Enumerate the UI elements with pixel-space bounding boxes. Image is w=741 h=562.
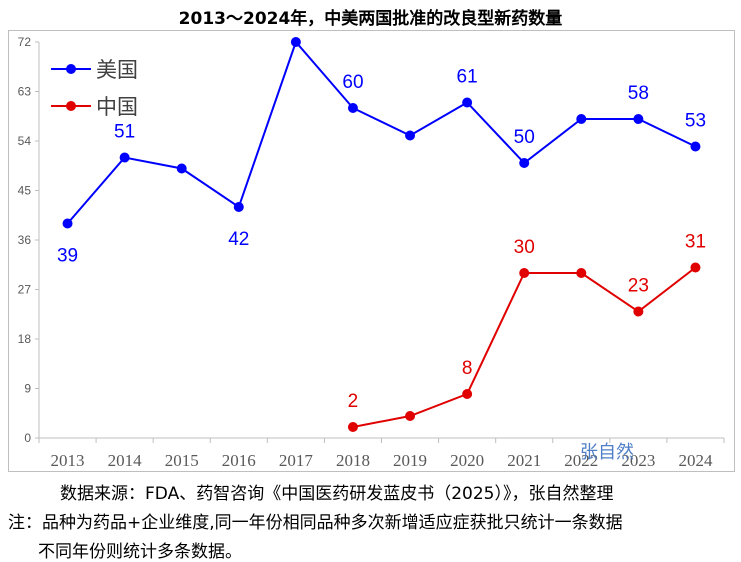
data-point: [633, 306, 644, 317]
chart-frame: 0 9 18 27 36 45 54 63 72 2013 2014 2015 2016 2017 2018…: [8, 30, 735, 472]
legend-entry: 美国: [96, 58, 138, 82]
data-label: 39: [57, 246, 78, 267]
y-tick-label: 36: [18, 233, 32, 247]
data-point: [576, 268, 587, 278]
y-tick-label: 45: [18, 184, 32, 198]
x-tick-label: 2016: [222, 451, 256, 470]
data-label: 61: [457, 67, 478, 88]
source-note: 数据来源：FDA、药智咨询《中国医药研发蓝皮书（2025）》，张自然整理: [60, 484, 614, 504]
x-tick-label: 2023: [621, 451, 655, 470]
data-point: [690, 262, 701, 273]
data-point: [690, 141, 701, 152]
x-tick-label: 2015: [165, 451, 199, 470]
y-tick-label: 54: [18, 134, 32, 148]
y-tick-label: 18: [18, 332, 32, 346]
data-point: [633, 114, 644, 124]
data-point: [119, 152, 130, 163]
data-label: 8: [462, 358, 473, 379]
legend-entry: 中国: [96, 95, 138, 119]
data-label: 51: [114, 122, 135, 143]
x-tick-label: 2013: [51, 451, 85, 470]
data-point: [462, 97, 473, 108]
x-tick-label: 2014: [108, 451, 143, 470]
data-label: 50: [514, 127, 535, 148]
data-label: 53: [685, 111, 706, 132]
watermark: 张自然: [580, 442, 634, 463]
y-tick-label: 63: [18, 85, 32, 99]
footnote-line-1: 注：品种为药品+企业维度,同一年份相同品种多次新增适应症获批只统计一条数据: [8, 513, 623, 533]
x-tick-label: 2020: [450, 451, 484, 470]
data-point: [405, 130, 416, 141]
chart-title: 2013～2024年，中美两国批准的改良型新药数量: [178, 9, 563, 29]
x-tick-label: 2017: [279, 451, 314, 470]
series-line-usa: [66, 40, 696, 225]
x-tick-label: 2022: [564, 451, 598, 470]
y-tick-label: 27: [18, 283, 32, 297]
data-point: [405, 411, 416, 421]
data-label: 58: [628, 83, 649, 104]
footnote-line-2: 不同年份则统计多条数据。: [38, 542, 242, 562]
data-label: 30: [514, 237, 535, 258]
y-tick-label: 72: [18, 35, 32, 49]
data-point: [176, 163, 187, 174]
data-point: [519, 268, 530, 278]
line-chart: 0 9 18 27 36 45 54 63 72 2013 2014 2015 2016 2017 2018…: [18, 35, 725, 470]
legend-marker: [66, 101, 76, 111]
data-point: [576, 114, 587, 124]
x-tick-label: 2021: [507, 451, 541, 470]
data-point: [347, 103, 358, 113]
data-point: [519, 158, 530, 168]
data-point: [233, 202, 244, 212]
data-point: [462, 389, 473, 399]
x-tick-label: 2019: [393, 451, 427, 470]
x-tick-label: 2024: [678, 451, 713, 470]
data-label: 2: [348, 391, 359, 412]
data-label: 31: [685, 232, 706, 253]
legend-marker: [66, 64, 76, 74]
data-point: [62, 218, 73, 229]
data-label: 42: [228, 229, 249, 250]
y-tick-label: 0: [24, 431, 31, 445]
data-label: 60: [342, 72, 363, 93]
data-point: [290, 37, 301, 47]
data-label: 23: [628, 276, 649, 297]
data-point: [347, 422, 358, 432]
x-tick-label: 2018: [336, 451, 370, 470]
y-tick-label: 9: [24, 382, 31, 396]
